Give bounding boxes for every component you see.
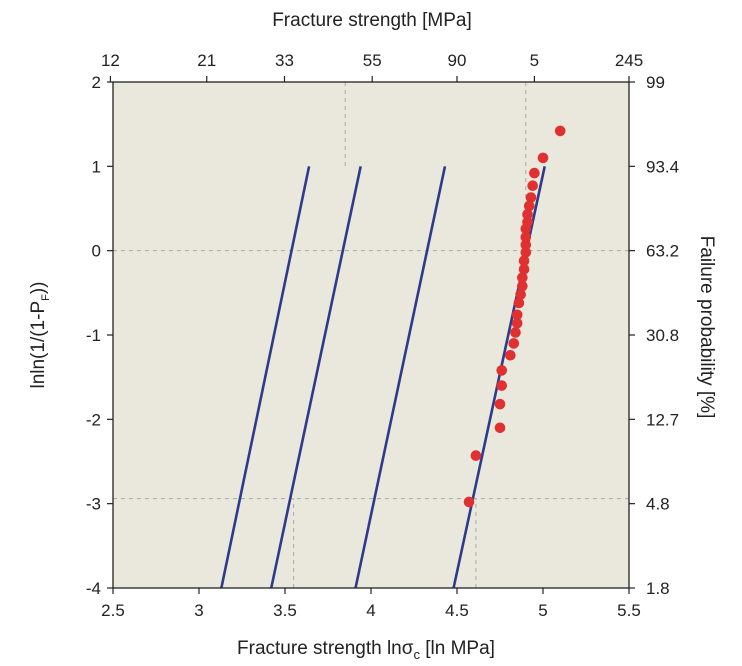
left-axis-title-subscript: F: [40, 294, 52, 301]
right-axis-tick-label: 4.8: [646, 495, 670, 514]
bottom-axis-title-subscript: c: [413, 647, 420, 662]
right-axis-tick-label: 63.2: [646, 242, 679, 261]
top-axis-title: Fracture strength [MPa]: [272, 10, 472, 31]
data-point: [515, 289, 526, 300]
top-axis-tick-label: 12: [101, 51, 120, 70]
left-axis-tick-label: 0: [92, 242, 101, 261]
bottom-axis-title-suffix: [ln MPa]: [420, 638, 495, 659]
top-axis-tick-label: 33: [275, 51, 294, 70]
bottom-axis-title-main: Fracture strength lnσ: [237, 638, 414, 659]
data-point: [511, 317, 523, 329]
data-point: [522, 216, 533, 228]
fit-line: [354, 166, 447, 589]
top-axis-tick-label: 21: [197, 51, 216, 70]
data-point: [517, 272, 528, 283]
data-point: [554, 125, 566, 137]
data-point: [496, 365, 508, 376]
top-axis-tick-label: 90: [448, 51, 467, 70]
left-axis-title: lnln(1/(1-PF)): [28, 281, 52, 388]
top-axis-tick-label: 55: [363, 51, 382, 70]
left-axis-tick-label: 1: [92, 157, 101, 176]
data-point: [518, 263, 530, 275]
bottom-axis-tick-label: 5: [538, 601, 547, 620]
plot-area: [113, 82, 629, 588]
right-axis-title: Failure probability [%]: [696, 236, 717, 419]
bottom-axis-tick-label: 3: [194, 601, 203, 620]
data-point: [510, 327, 521, 338]
bottom-axis-tick-label: 4: [366, 601, 375, 620]
data-point: [496, 380, 508, 391]
left-axis-tick-label: -3: [86, 495, 101, 514]
right-axis-tick-label: 30.8: [646, 326, 679, 345]
data-points: [463, 125, 566, 508]
data-point: [529, 167, 540, 179]
top-axis-tick-label: 5: [530, 51, 539, 70]
data-point: [520, 231, 532, 243]
data-point: [525, 192, 537, 203]
data-point: [494, 422, 506, 434]
left-axis-tick-label: -2: [86, 410, 101, 429]
left-axis-tick-label: 2: [92, 73, 101, 92]
data-point: [520, 247, 532, 258]
bottom-axis-tick-label: 2.5: [101, 601, 125, 620]
left-axis-tick-label: -4: [86, 579, 101, 598]
right-axis-tick-label: 12.7: [646, 410, 679, 429]
data-point: [511, 309, 523, 321]
data-point: [537, 152, 549, 164]
axis-ticks: 2.5 3 3.5 4 4.5 5 5.512 21 33 55 90 5 245-4-3-2-1012…: [86, 51, 679, 620]
bottom-axis-tick-label: 3.5: [273, 601, 297, 620]
right-axis-tick-label: 93.4: [646, 157, 679, 176]
top-axis-tick-label: 245: [615, 51, 643, 70]
bottom-axis-title: Fracture strength lnσc [ln MPa]: [237, 638, 495, 662]
bottom-axis-tick-label: 4.5: [445, 601, 469, 620]
data-point: [527, 180, 538, 192]
left-axis-title-main: lnln(1/(1-P: [28, 301, 49, 389]
right-axis-tick-label: 99: [646, 73, 665, 92]
left-axis-tick-label: -1: [86, 326, 101, 345]
data-point: [517, 280, 528, 292]
grid-lines: [113, 82, 629, 588]
fit-line: [220, 166, 311, 589]
data-point: [513, 297, 525, 309]
left-axis-title-end: )): [28, 281, 49, 294]
data-point: [518, 255, 530, 267]
data-point: [522, 209, 533, 220]
fit-line: [269, 166, 362, 589]
data-point: [505, 349, 516, 361]
data-point: [508, 338, 520, 349]
right-axis-tick-label: 1.8: [646, 579, 670, 598]
data-point: [494, 398, 506, 410]
data-point: [470, 450, 482, 461]
bottom-axis-tick-label: 5.5: [617, 601, 641, 620]
data-point: [523, 200, 535, 212]
data-point: [520, 239, 532, 251]
data-point: [463, 496, 475, 508]
